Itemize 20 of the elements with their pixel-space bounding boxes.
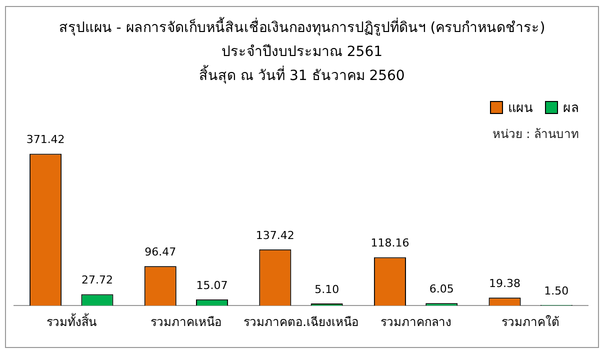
data-label: 96.47: [144, 246, 176, 259]
data-label: 5.10: [314, 282, 340, 296]
data-label: 118.16: [370, 236, 410, 250]
data-label: 19.38: [489, 277, 521, 290]
chart-subtitle: ประจำปีงบประมาณ 2561 สิ้นสุด ณ วันที่ 31 ธันวาคม 2560: [198, 43, 406, 86]
legend-label: แผน: [508, 100, 533, 118]
text: หน่วย : ล้านบาท: [492, 126, 579, 143]
data-label: 137.42: [256, 228, 294, 242]
x-tick-label: รวมภาคกลาง: [380, 314, 452, 329]
data-label: 27.72: [81, 274, 113, 287]
x-tick-label: รวมภาคใต้: [502, 314, 560, 329]
data-label: 6.05: [429, 282, 454, 296]
chart-title: สรุปแผน - ผลการจัดเก็บหนี้สินเชื่อเงินกองทุนการปฏิรูปที่ดินฯ (ครบกำหนดชำระ): [58, 16, 546, 38]
data-label: 1.50: [544, 284, 569, 298]
x-tick-label: รวมภาคตอ.เฉียงเหนือ: [244, 314, 358, 329]
x-tick-label: รวมภาคเหนือ: [150, 314, 222, 329]
x-tick-label: รวมทั้งสิ้น: [46, 312, 96, 329]
data-label: 371.42: [26, 133, 65, 146]
data-label: 15.07: [196, 278, 228, 292]
legend-label: ผล: [563, 100, 579, 118]
